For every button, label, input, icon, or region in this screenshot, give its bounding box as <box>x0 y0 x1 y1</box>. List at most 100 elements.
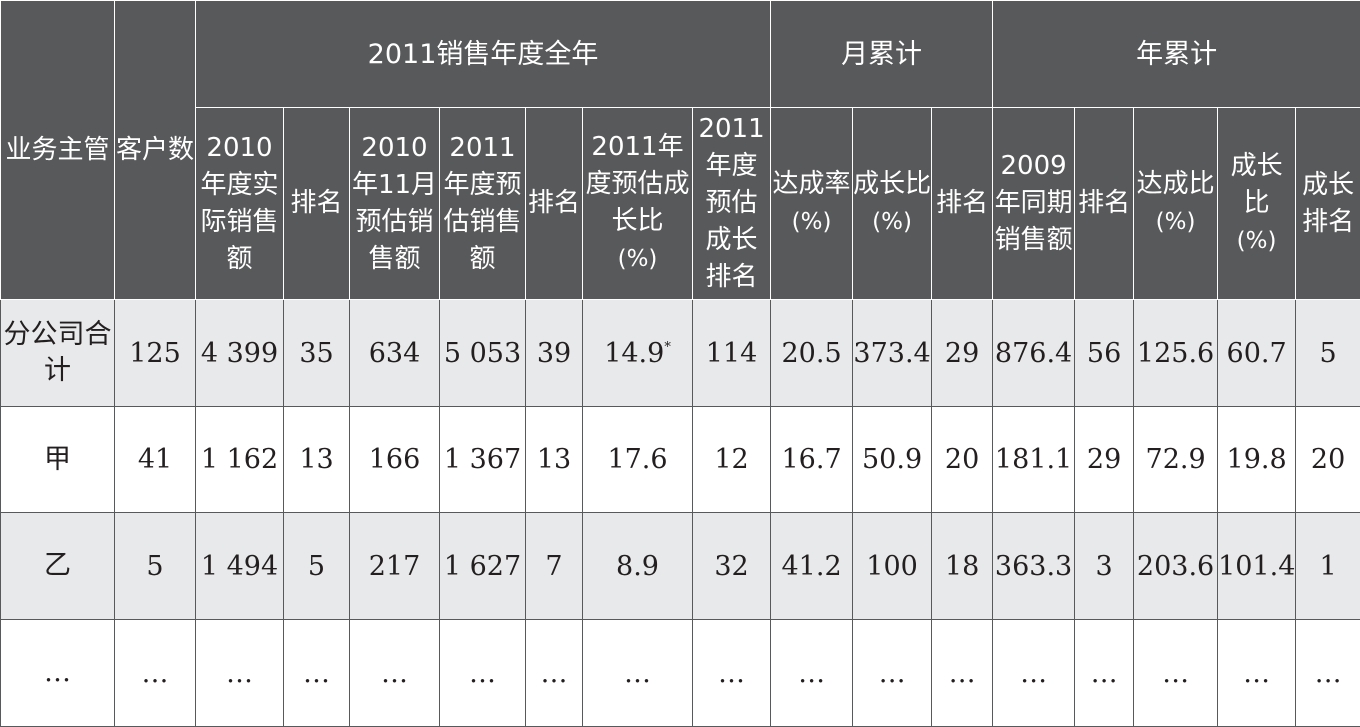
table-cell: 1 162 <box>196 407 284 513</box>
table-cell-value: 14.9 <box>604 338 664 369</box>
header-yearly-growth-rank: 成长排名 <box>1296 108 1360 300</box>
header-customers: 客户数 <box>115 1 196 300</box>
table-cell: 29 <box>1075 407 1134 513</box>
table-cell: 41 <box>115 407 196 513</box>
table-cell: … <box>993 620 1075 727</box>
header-yearly-achievement-unit: (%) <box>1156 209 1196 235</box>
header-yearly-growth-unit: (%) <box>1237 228 1277 254</box>
table-cell: 100 <box>853 513 932 620</box>
table-cell: … <box>693 620 771 727</box>
table-row: 分公司合计 125 4 399 35 634 5 053 39 14.9* 11… <box>1 300 1360 407</box>
header-estimate-2011: 2011年度预估销售额 <box>440 108 526 300</box>
table-cell: 20.5 <box>771 300 853 407</box>
row-name-cell: … <box>1 620 115 727</box>
header-monthly-achievement-unit: (%) <box>792 209 832 235</box>
table-cell-with-note: 14.9* <box>583 300 693 407</box>
table-cell: … <box>583 620 693 727</box>
header-monthly-achievement-label: 达成率 <box>773 169 851 199</box>
table-cell: 876.4 <box>993 300 1075 407</box>
table-cell: 19.8 <box>1218 407 1296 513</box>
table-cell: 166 <box>350 407 440 513</box>
header-growth-2011-unit: (%) <box>618 246 658 272</box>
table-cell: 114 <box>693 300 771 407</box>
group-header-monthly: 月累计 <box>771 1 993 108</box>
header-yearly-growth-label: 成长比 <box>1231 151 1283 218</box>
table-cell: 373.4 <box>853 300 932 407</box>
table-cell: 35 <box>284 300 350 407</box>
table-cell: 634 <box>350 300 440 407</box>
table-cell: 20 <box>932 407 993 513</box>
header-2009-sales: 2009年同期销售额 <box>993 108 1075 300</box>
header-monthly-growth-unit: (%) <box>872 209 912 235</box>
table-cell: 1 627 <box>440 513 526 620</box>
table-cell: 20 <box>1296 407 1360 513</box>
header-nov-2010-estimate: 2010年11月预估销售额 <box>350 108 440 300</box>
table-cell: … <box>526 620 583 727</box>
table-cell: 4 399 <box>196 300 284 407</box>
header-growth-rank-2011: 2011年度预估成长排名 <box>693 108 771 300</box>
table-cell: 18 <box>932 513 993 620</box>
header-monthly-achievement: 达成率 (%) <box>771 108 853 300</box>
table-cell: 60.7 <box>1218 300 1296 407</box>
header-growth-2011-label: 2011年度预估成长比 <box>585 132 689 236</box>
table-cell: 7 <box>526 513 583 620</box>
table-cell: 5 <box>284 513 350 620</box>
table-cell: … <box>1075 620 1134 727</box>
table-cell: 17.6 <box>583 407 693 513</box>
header-supervisor: 业务主管 <box>1 1 115 300</box>
table-cell: … <box>932 620 993 727</box>
table-cell: 1 <box>1296 513 1360 620</box>
table-cell: 72.9 <box>1134 407 1218 513</box>
header-rank-estimate: 排名 <box>526 108 583 300</box>
table-cell: 125.6 <box>1134 300 1218 407</box>
table-cell: … <box>1296 620 1360 727</box>
table-cell: 13 <box>284 407 350 513</box>
table-cell: … <box>440 620 526 727</box>
table-cell: 203.6 <box>1134 513 1218 620</box>
table-cell: 363.3 <box>993 513 1075 620</box>
table-cell: 1 494 <box>196 513 284 620</box>
header-yearly-rank: 排名 <box>1075 108 1134 300</box>
table-cell: 29 <box>932 300 993 407</box>
header-rank-actual: 排名 <box>284 108 350 300</box>
table-cell: 41.2 <box>771 513 853 620</box>
table-cell: 5 053 <box>440 300 526 407</box>
table-cell: … <box>284 620 350 727</box>
table-cell: 5 <box>1296 300 1360 407</box>
table-cell: 39 <box>526 300 583 407</box>
table-cell: 125 <box>115 300 196 407</box>
table-row: 甲 41 1 162 13 166 1 367 13 17.6 12 16.7 … <box>1 407 1360 513</box>
table-cell: … <box>1218 620 1296 727</box>
table-cell: 101.4 <box>1218 513 1296 620</box>
header-monthly-growth: 成长比 (%) <box>853 108 932 300</box>
header-monthly-rank: 排名 <box>932 108 993 300</box>
group-header-yearly: 年累计 <box>993 1 1360 108</box>
table-cell: 50.9 <box>853 407 932 513</box>
header-monthly-growth-label: 成长比 <box>853 169 931 199</box>
table-cell: 3 <box>1075 513 1134 620</box>
header-yearly-achievement: 达成比 (%) <box>1134 108 1218 300</box>
header-yearly-achievement-label: 达成比 <box>1137 169 1215 199</box>
table-cell: 16.7 <box>771 407 853 513</box>
header-yearly-growth: 成长比 (%) <box>1218 108 1296 300</box>
table-cell: 12 <box>693 407 771 513</box>
table-row: 乙 5 1 494 5 217 1 627 7 8.9 32 41.2 100 … <box>1 513 1360 620</box>
table-cell: … <box>115 620 196 727</box>
row-name-cell: 分公司合计 <box>1 300 115 407</box>
table-cell: … <box>196 620 284 727</box>
table-cell: … <box>853 620 932 727</box>
table-cell: 181.1 <box>993 407 1075 513</box>
table-cell: 1 367 <box>440 407 526 513</box>
table-cell: 56 <box>1075 300 1134 407</box>
table-cell: 8.9 <box>583 513 693 620</box>
table-cell: 217 <box>350 513 440 620</box>
table-cell: 5 <box>115 513 196 620</box>
footnote-marker: * <box>664 340 671 355</box>
table-row: … … … … … … … … … … … … … … … … … <box>1 620 1360 727</box>
row-name-cell: 甲 <box>1 407 115 513</box>
table-cell: … <box>771 620 853 727</box>
header-actual-2010: 2010年度实际销售额 <box>196 108 284 300</box>
table-cell: 32 <box>693 513 771 620</box>
table-cell: … <box>1134 620 1218 727</box>
